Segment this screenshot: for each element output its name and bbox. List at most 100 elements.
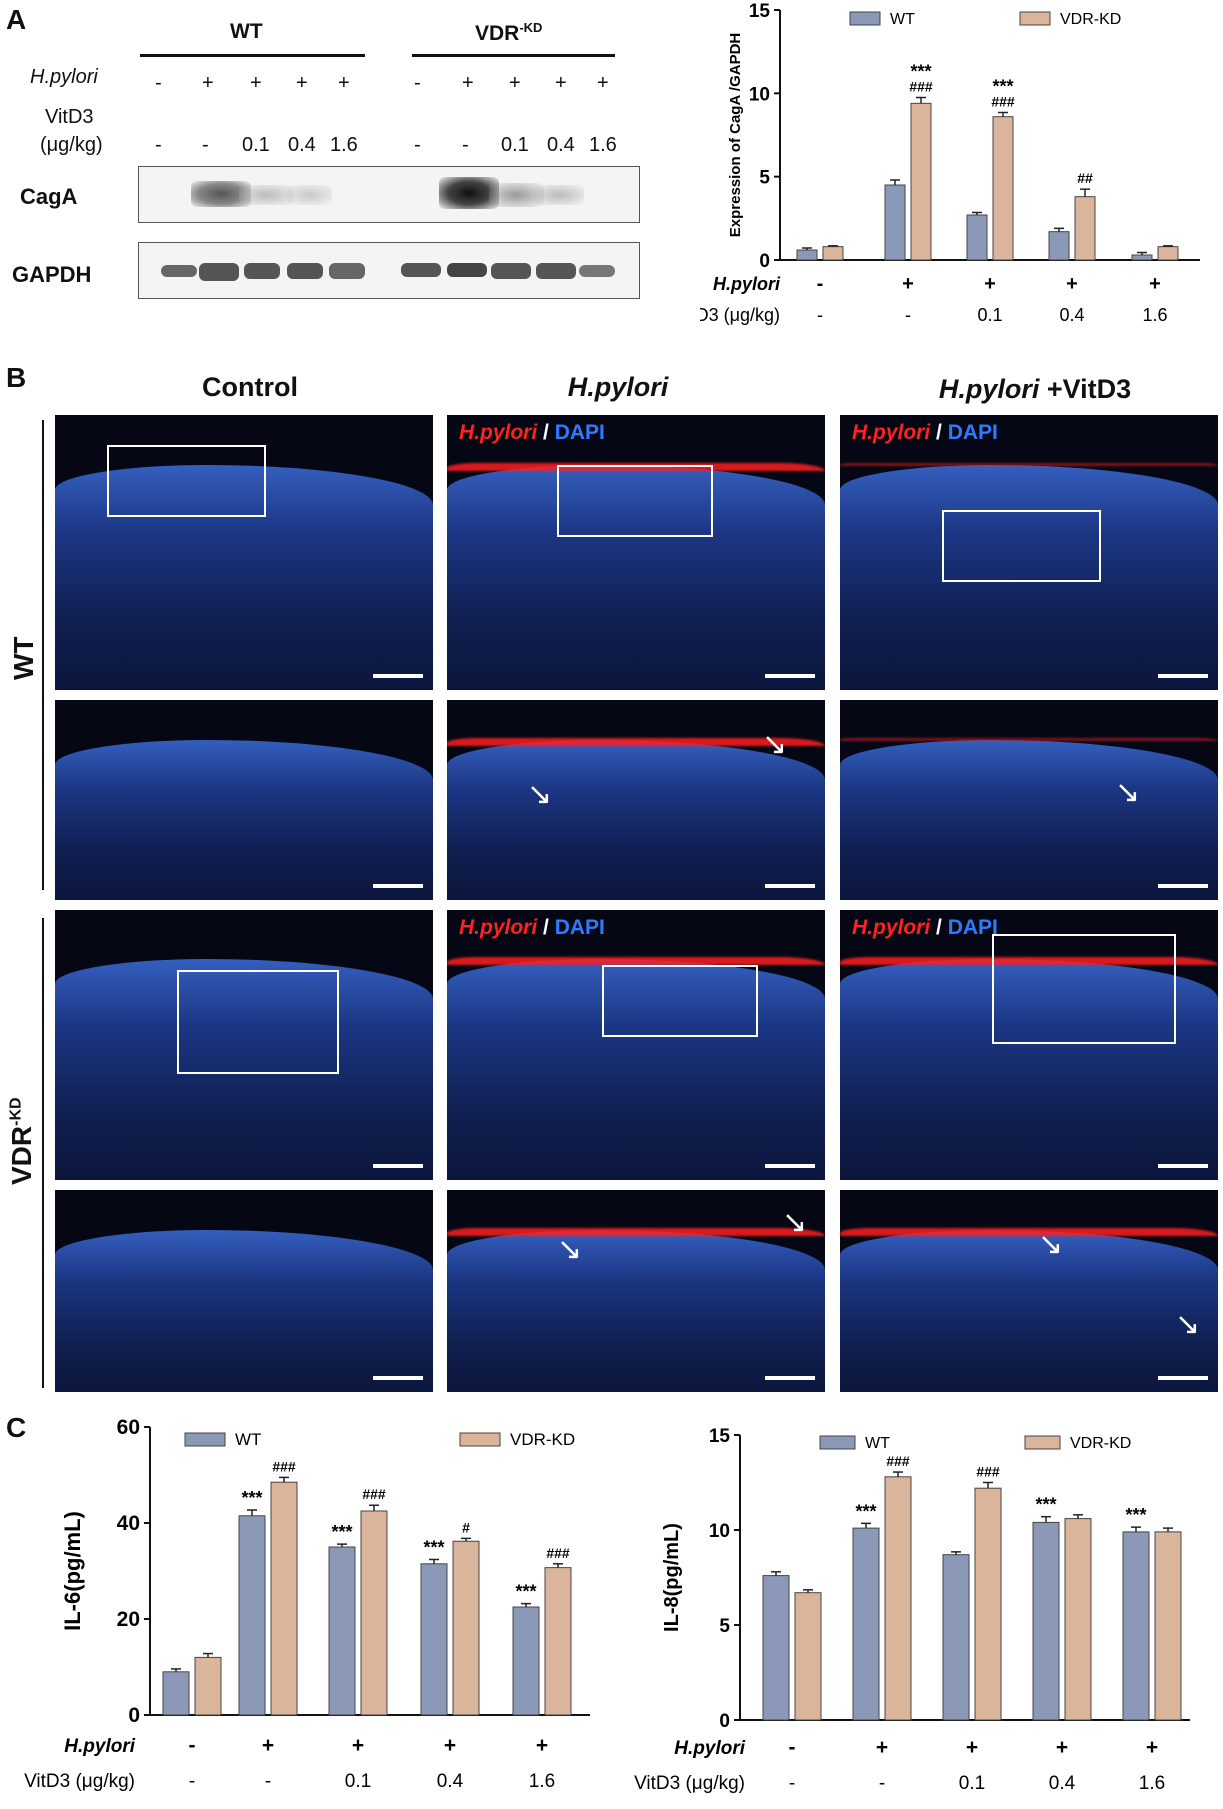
blot-vitd3-dose: 0.4 <box>288 134 316 156</box>
row-title-vdr: VDR-KD <box>6 1097 37 1185</box>
column-title-control: Control <box>202 372 298 402</box>
vitd3-dose: 0.1 <box>959 1773 985 1794</box>
zoom-region-box <box>602 965 758 1037</box>
hpylori-sign: + <box>984 273 996 295</box>
micrograph-control-vdr-overview <box>55 910 433 1180</box>
group-label-vdr: VDR-KD <box>475 20 543 45</box>
stain-label-hpylori: H.pylori <box>852 421 931 444</box>
bar-wt <box>796 249 818 261</box>
scale-bar <box>765 674 815 678</box>
bar-vdr-kd <box>992 116 1014 261</box>
significance-mark: ### <box>362 1486 386 1502</box>
bar-wt <box>966 214 988 261</box>
blot-vitd3-dose: - <box>155 134 162 156</box>
vitd3-dose: - <box>789 1773 795 1794</box>
vitd3-dose: 1.6 <box>529 1771 555 1792</box>
bar-vdr-kd <box>452 1540 480 1716</box>
bar-wt <box>762 1575 790 1721</box>
legend-label: VDR-KD <box>1060 11 1121 28</box>
hpylori-sign: + <box>1066 273 1078 295</box>
zoom-region-box <box>557 465 713 537</box>
hpylori-sign: - <box>189 1734 196 1757</box>
blot-vitd3-dose: 0.4 <box>547 134 575 156</box>
legend-swatch-wt <box>184 1432 226 1447</box>
significance-mark: ### <box>991 94 1015 110</box>
blot-hpylori-sign: - <box>155 72 162 94</box>
legend-swatch-vdr-kd <box>459 1432 501 1447</box>
row-divider-wt <box>42 420 44 890</box>
bar-vdr-kd <box>822 246 844 261</box>
zoom-region-box <box>942 510 1101 582</box>
legend-label: WT <box>865 1435 890 1452</box>
arrow-icon: ↘ <box>527 777 553 812</box>
bar-vdr-kd <box>194 1656 222 1716</box>
bar-vdr-kd <box>270 1481 298 1716</box>
stain-label-dapi: DAPI <box>947 916 998 939</box>
significance-mark: ### <box>909 79 933 95</box>
vitd3-dose: 1.6 <box>1142 305 1167 325</box>
stain-label: H.pylori / DAPI <box>459 421 605 445</box>
zoom-region-box <box>107 445 266 517</box>
y-tick-label: 0 <box>759 251 770 272</box>
vitd3-dose: - <box>817 305 823 325</box>
legend-label: WT <box>890 11 915 28</box>
y-tick-label: 15 <box>749 1 771 22</box>
bar-wt <box>162 1671 190 1716</box>
scale-bar <box>1158 884 1208 888</box>
y-tick-label: 15 <box>709 1426 731 1447</box>
scale-bar <box>373 1376 423 1380</box>
scale-bar <box>1158 1164 1208 1168</box>
y-tick-label: 60 <box>117 1416 140 1439</box>
legend-swatch-vdr-kd <box>1024 1435 1061 1450</box>
legend-label: WT <box>235 1430 261 1449</box>
micrograph-hpylori-wt-overview: H.pylori / DAPI <box>447 415 825 690</box>
stain-label: H.pylori / DAPI <box>852 421 998 445</box>
y-tick-label: 5 <box>719 1616 730 1637</box>
row-label-hpylori: H.pylori <box>64 1736 135 1757</box>
bar-wt <box>328 1546 356 1716</box>
group-label-wt: WT <box>230 20 263 43</box>
bar-vdr-kd <box>884 1476 912 1721</box>
blot-vitd3-dose: 0.1 <box>501 134 529 156</box>
hpylori-sign: + <box>444 1734 456 1757</box>
row-label-hpylori: H.pylori <box>713 274 781 294</box>
stain-label-dapi: DAPI <box>554 421 605 444</box>
y-tick-label: 5 <box>759 168 770 189</box>
micrograph-hpylori-vdr-overview: H.pylori / DAPI <box>447 910 825 1180</box>
y-axis-label: IL-6(pg/mL) <box>60 1511 85 1631</box>
blot-vitd3-dose: - <box>462 134 469 156</box>
caga-blot <box>138 166 640 223</box>
hpylori-sign: + <box>352 1734 364 1757</box>
blot-label-gapdh: GAPDH <box>12 262 92 287</box>
arrow-icon: ↘ <box>557 1232 583 1267</box>
blot-hpylori-sign: + <box>462 72 474 94</box>
micrograph-hpylori-vitd3-vdr-zoom: ↘ ↘ <box>840 1190 1218 1392</box>
hpylori-sign: + <box>876 1736 888 1759</box>
il6-chart: IL-6(pg/mL)0204060************##########… <box>24 1416 590 1792</box>
bar-vdr-kd <box>910 102 932 261</box>
significance-mark: *** <box>910 62 931 82</box>
bar-vdr-kd <box>1074 196 1096 261</box>
row-title-wt: WT <box>8 636 39 680</box>
vitd3-dose: 0.1 <box>345 1771 371 1792</box>
vitd3-dose: 0.4 <box>1059 305 1084 325</box>
bar-wt <box>884 184 906 261</box>
arrow-icon: ↘ <box>1175 1307 1201 1342</box>
row-label-hpylori: H.pylori <box>674 1738 745 1759</box>
bar-vdr-kd <box>1157 246 1179 261</box>
vitd3-dose: 0.1 <box>977 305 1002 325</box>
significance-mark: *** <box>515 1582 536 1602</box>
panel-label-c: C <box>6 1412 27 1443</box>
arrow-icon: ↘ <box>1038 1227 1064 1262</box>
significance-mark: *** <box>992 77 1013 97</box>
group-line-vdr <box>412 54 615 57</box>
vitd3-dose: 1.6 <box>1139 1773 1165 1794</box>
bar-wt <box>1048 231 1070 261</box>
stain-label-dapi: DAPI <box>554 916 605 939</box>
blot-vitd3-dose: - <box>202 134 209 156</box>
blot-hpylori-sign: + <box>509 72 521 94</box>
blot-vitd3-dose: - <box>414 134 421 156</box>
bar-vdr-kd <box>544 1567 572 1716</box>
hpylori-sign: + <box>1146 1736 1158 1759</box>
hpylori-sign: + <box>966 1736 978 1759</box>
